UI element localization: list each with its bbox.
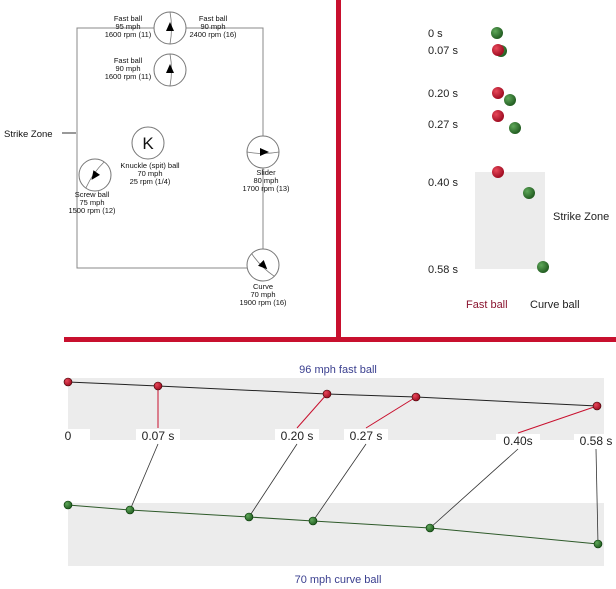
curve-time-connector — [595, 448, 599, 545]
screwball-label: Screw ball — [75, 190, 110, 199]
screwball-label: 1500 rpm (12) — [68, 206, 116, 215]
curve-ball-point — [125, 505, 135, 515]
slider-ball — [246, 135, 280, 169]
knuckle-label: 70 mph — [137, 169, 162, 178]
slider-label: Slider — [256, 168, 276, 177]
fast-ball-point — [153, 381, 163, 391]
front-time-label: 0.20 s — [428, 88, 458, 100]
curve-label: 70 mph — [250, 290, 275, 299]
fast-ball-position — [492, 110, 504, 122]
curve-time-connector — [312, 443, 367, 522]
fastball-95-label: Fast ball — [114, 14, 143, 23]
fastball-90-2400-label: 90 mph — [200, 22, 225, 31]
fastball-90-1600-label: Fast ball — [114, 56, 143, 65]
fast-ball-point — [411, 392, 421, 402]
fast-time-connector — [296, 393, 328, 429]
side-time-label: 0.40s — [503, 434, 532, 448]
vertical-divider — [336, 0, 341, 340]
fast-time-connector — [517, 405, 598, 434]
side-time-label: 0.58 s — [580, 434, 613, 448]
curve-ball-band — [68, 503, 604, 566]
side-time-label: 0 — [65, 429, 72, 443]
side-time-label: 0.27 s — [350, 429, 383, 443]
screwball-ball — [78, 158, 112, 192]
front-strike-zone-label: Strike Zone — [553, 211, 609, 223]
fast-ball-point — [322, 389, 332, 399]
curve-ball-position — [523, 187, 535, 199]
fast-ball-point — [63, 377, 73, 387]
curve-ball-title: 70 mph curve ball — [295, 574, 382, 586]
spin-arrow-icon — [258, 260, 268, 270]
front-time-label: 0 s — [428, 28, 443, 40]
curve-ball-point — [593, 539, 603, 549]
spin-arrow-icon — [260, 148, 269, 156]
fast-ball-position — [492, 87, 504, 99]
fastball-95-ball — [153, 11, 187, 45]
fastball-95-label: 1600 rpm (11) — [105, 30, 152, 39]
curve-ball-point — [63, 500, 73, 510]
curve-ball-point — [425, 523, 435, 533]
front-time-label: 0.40 s — [428, 177, 458, 189]
curve-ball-point — [244, 512, 254, 522]
curve-time-connector — [248, 443, 298, 518]
side-time-label: 0.20 s — [281, 429, 314, 443]
curve-ball-position — [504, 94, 516, 106]
front-view: 0 s 0.07 s 0.20 s 0.27 s 0.40 s 0.58 s Strike… — [428, 27, 609, 311]
fast-ball-legend: Fast ball — [466, 299, 508, 311]
curve-ball-point — [308, 516, 318, 526]
fastball-95-label: 95 mph — [115, 22, 140, 31]
curve-label: 1900 rpm (16) — [239, 298, 287, 307]
fastball-90-ball — [153, 53, 187, 87]
front-time-label: 0.27 s — [428, 119, 458, 131]
fastball-90-1600-label: 1600 rpm (11) — [105, 72, 152, 81]
curve-time-connector — [129, 443, 159, 511]
knuckle-label: 25 rpm (1/4) — [130, 177, 171, 186]
curve-ball-position — [537, 261, 549, 273]
spin-arrow-icon — [166, 64, 174, 73]
side-time-label: 0.07 s — [142, 429, 175, 443]
front-strike-zone — [475, 172, 545, 269]
fastball-90-1600-label: 90 mph — [115, 64, 140, 73]
curve-label: Curve — [253, 282, 273, 291]
front-time-label: 0.58 s — [428, 264, 458, 276]
curve-ball-path — [67, 504, 599, 545]
spin-arrow-icon — [91, 170, 100, 180]
spin-arrow-icon — [166, 22, 174, 31]
curve-time-connector — [429, 448, 519, 529]
fast-time-connector — [365, 396, 417, 429]
fastball-90-2400-label: Fast ball — [199, 14, 228, 23]
fast-ball-point — [592, 401, 602, 411]
slider-label: 1700 rpm (13) — [242, 184, 290, 193]
front-time-label: 0.07 s — [428, 45, 458, 57]
fast-ball-position — [492, 166, 504, 178]
knuckle-label: Knuckle (spit) ball — [120, 161, 180, 170]
fast-ball-title: 96 mph fast ball — [299, 364, 377, 376]
slider-label: 80 mph — [253, 176, 278, 185]
curve-ball-position — [509, 122, 521, 134]
horizontal-divider — [64, 337, 616, 342]
strike-zone-label: Strike Zone — [4, 129, 53, 140]
curve-ball-position — [491, 27, 503, 39]
fastball-90-2400-label: 2400 rpm (16) — [189, 30, 237, 39]
knuckle-k-symbol: K — [142, 134, 154, 153]
curve-ball-legend: Curve ball — [530, 299, 580, 311]
screwball-label: 75 mph — [79, 198, 104, 207]
knuckle-ball: K — [131, 126, 165, 160]
fast-ball-position — [492, 44, 504, 56]
side-view: 96 mph fast ball 70 mph curve ball 0 0.07… — [46, 364, 616, 586]
curve-ball — [246, 248, 280, 282]
